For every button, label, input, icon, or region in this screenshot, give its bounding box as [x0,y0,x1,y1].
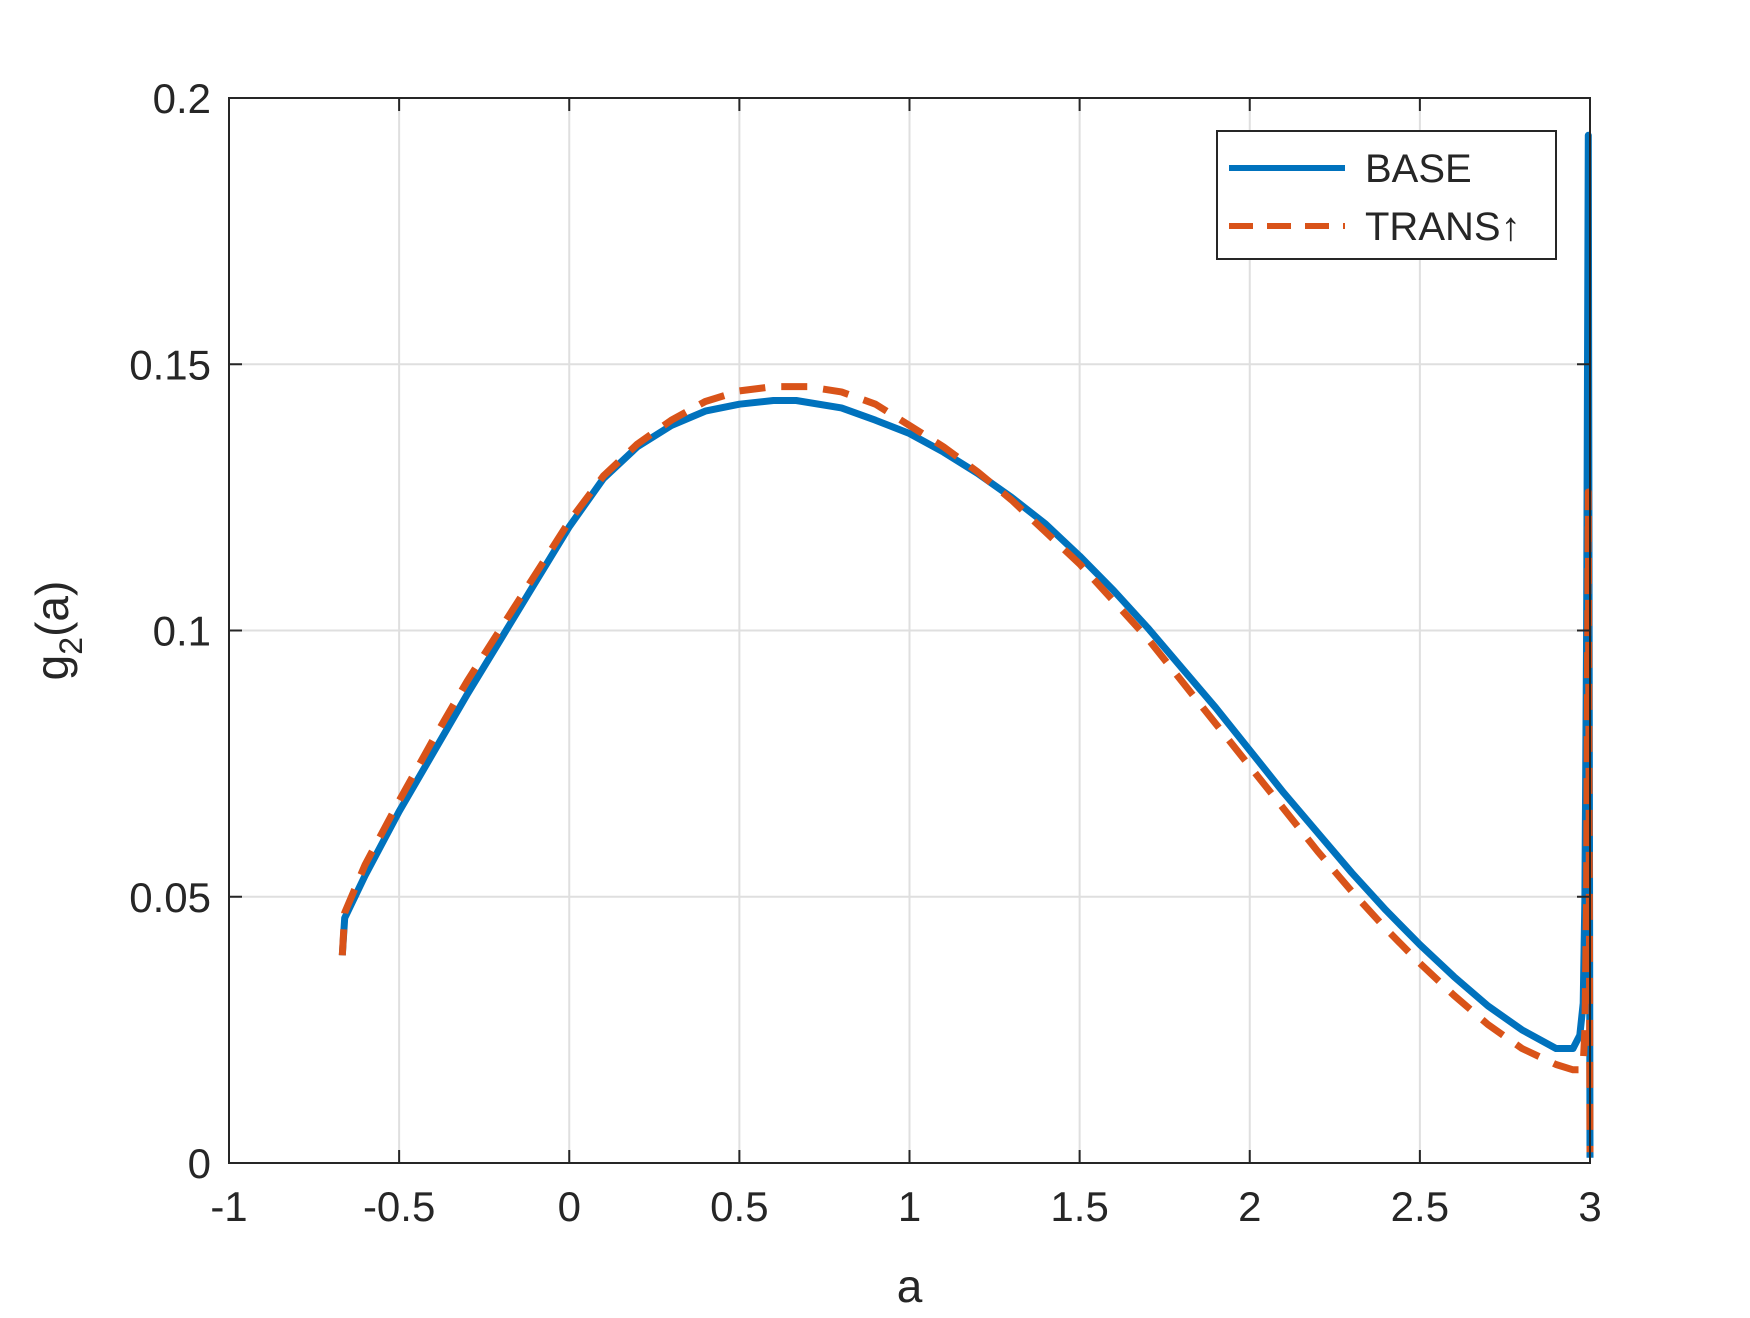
y-tick-label: 0 [188,1140,211,1187]
x-tick-label: 0.5 [710,1183,768,1230]
y-axis-title: g2(a) [26,581,89,681]
y-axis-title-subscript: 2 [53,637,89,655]
legend-label-trans: TRANS↑ [1365,205,1521,249]
y-tick-label: 0.2 [153,75,211,122]
x-tick-label: 3 [1578,1183,1601,1230]
x-tick-label: 0 [558,1183,581,1230]
axis-ticks [228,97,1591,1164]
legend: BASE TRANS↑ [1216,130,1557,260]
y-axis-title-main: g [26,655,78,681]
series-layer [338,131,1594,1158]
x-tick-label: 1.5 [1050,1183,1108,1230]
axis-tick-labels: -1 -0.5 0 0.5 1 1.5 2 2.5 3 0 0.05 0.1 0.15 0.2 [129,75,1601,1230]
y-tick-label: 0.05 [129,874,211,921]
x-axis-title: a [897,1260,923,1312]
x-tick-label: 2 [1238,1183,1261,1230]
y-tick-label: 0.1 [153,608,211,655]
series-line-base [338,131,1594,1158]
y-axis-title-rest: (a) [26,581,78,637]
y-tick-label: 0.15 [129,341,211,388]
legend-box [1216,130,1557,260]
x-tick-label: 2.5 [1391,1183,1449,1230]
series-line-trans [338,383,1594,1153]
x-tick-label: 1 [898,1183,921,1230]
x-tick-label: -0.5 [363,1183,435,1230]
legend-label-base: BASE [1365,147,1472,191]
x-tick-label: -1 [210,1183,247,1230]
